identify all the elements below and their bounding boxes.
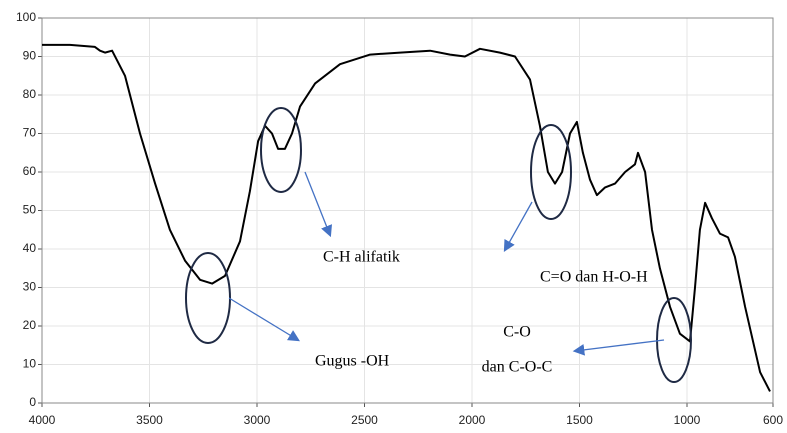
y-tick-label: 90: [23, 49, 37, 63]
grid: [38, 17, 774, 407]
x-tick-label: 1500: [566, 413, 593, 427]
y-tick-label: 60: [23, 164, 37, 178]
y-tick-label: 100: [16, 10, 36, 24]
y-tick-label: 70: [23, 126, 37, 140]
ellipse: [185, 252, 231, 344]
y-tick-label: 20: [23, 318, 37, 332]
annotation: C-O: [503, 324, 531, 341]
x-tick-label: 4000: [29, 413, 56, 427]
arrow: [503, 201, 533, 253]
x-tick-label: 1000: [674, 413, 701, 427]
annotation: dan C-O-C: [482, 359, 553, 376]
arrow: [228, 297, 300, 342]
y-tick-label: 40: [23, 241, 37, 255]
annotation: C-H alifatik: [323, 249, 400, 266]
x-tick-label: 3500: [136, 413, 163, 427]
y-tick-label: 50: [23, 203, 37, 217]
x-tick-label: 600: [763, 413, 783, 427]
plot-frame: [41, 17, 774, 404]
x-tick-label: 3000: [244, 413, 271, 427]
x-tick-label: 2500: [351, 413, 378, 427]
y-tick-label: 10: [23, 357, 37, 371]
arrow: [304, 171, 332, 238]
ellipse: [530, 124, 572, 220]
spectrum-line: [42, 43, 771, 392]
y-tick-label: 0: [29, 395, 36, 409]
plot: [42, 43, 771, 392]
x-tick-label: 2000: [459, 413, 486, 427]
arrow: [572, 339, 665, 356]
y-tick-label: 30: [23, 280, 37, 294]
annotation: Gugus -OH: [315, 353, 390, 370]
annotation: C=O dan H-O-H: [540, 269, 648, 286]
ellipse: [260, 107, 302, 193]
y-tick-label: 80: [23, 87, 37, 101]
ellipse: [656, 297, 692, 383]
